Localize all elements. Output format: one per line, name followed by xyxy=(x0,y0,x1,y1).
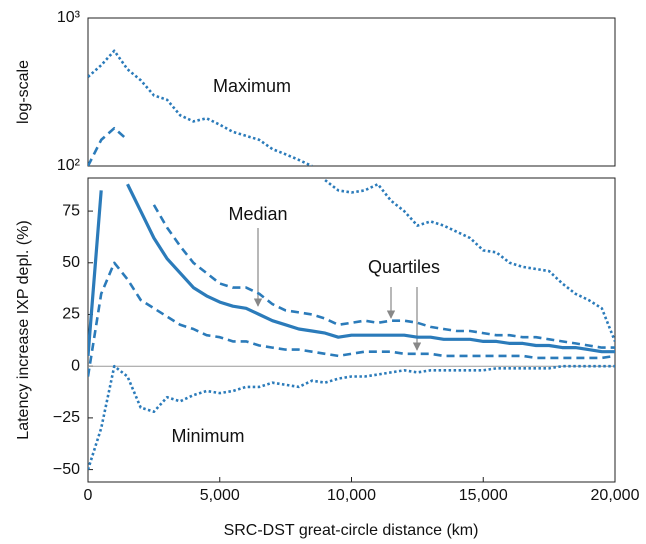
series-line xyxy=(88,49,313,166)
series-line xyxy=(324,179,615,342)
x-tick-label: 0 xyxy=(84,487,93,504)
x-tick-label: 15,000 xyxy=(459,487,508,504)
y2-axis-label: log-scale xyxy=(15,60,32,124)
y-tick-label: 25 xyxy=(62,306,80,323)
x-tick-label: 20,000 xyxy=(591,487,640,504)
series-line xyxy=(88,183,615,357)
series-line xyxy=(88,126,129,166)
x-tick-label: 10,000 xyxy=(327,487,376,504)
x-tick-label: 5,000 xyxy=(200,487,240,504)
x-axis-label: SRC-DST great-circle distance (km) xyxy=(224,522,479,539)
annotation: Quartiles xyxy=(368,257,440,277)
annotation: Maximum xyxy=(213,76,291,96)
series-line xyxy=(152,204,615,349)
y2-tick-label: 10² xyxy=(57,157,81,174)
y-axis-label: Latency increase IXP depl. (%) xyxy=(15,220,32,439)
annotation: Median xyxy=(228,204,287,224)
series-line xyxy=(88,364,615,470)
annotation: Minimum xyxy=(171,426,244,446)
y-tick-label: 50 xyxy=(62,254,80,271)
series-line xyxy=(88,261,615,377)
top-panel-frame xyxy=(87,17,616,167)
bottom-panel-frame xyxy=(87,177,616,483)
y-tick-label: −50 xyxy=(53,461,80,478)
y-tick-label: 0 xyxy=(71,357,80,374)
y-tick-label: −25 xyxy=(53,409,80,426)
y-tick-label: 75 xyxy=(62,202,80,219)
y2-tick-label: 10³ xyxy=(57,9,81,26)
